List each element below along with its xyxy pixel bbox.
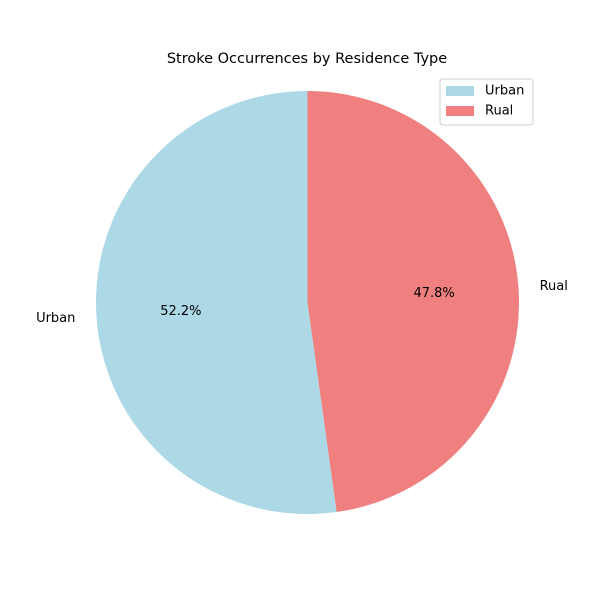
pie-labels: Urban 52.2% Rual 47.8% [36, 279, 568, 326]
pie-slice-rual [307, 91, 520, 512]
slice-percent-urban: 52.2% [160, 304, 201, 319]
slice-percent-rual: 47.8% [413, 286, 454, 301]
pie-slice-urban [96, 91, 337, 514]
legend: Urban Rual [439, 78, 534, 126]
legend-label-urban: Urban [485, 84, 524, 99]
slice-label-urban: Urban [36, 311, 75, 326]
slice-label-rual: Rual [540, 279, 568, 294]
legend-swatch-rual [446, 106, 474, 116]
legend-label-rual: Rual [485, 104, 513, 119]
legend-entries: Urban Rual [446, 84, 524, 119]
pie-slices [96, 91, 520, 514]
chart-title: Stroke Occurrences by Residence Type [167, 51, 447, 67]
legend-swatch-urban [446, 86, 474, 96]
